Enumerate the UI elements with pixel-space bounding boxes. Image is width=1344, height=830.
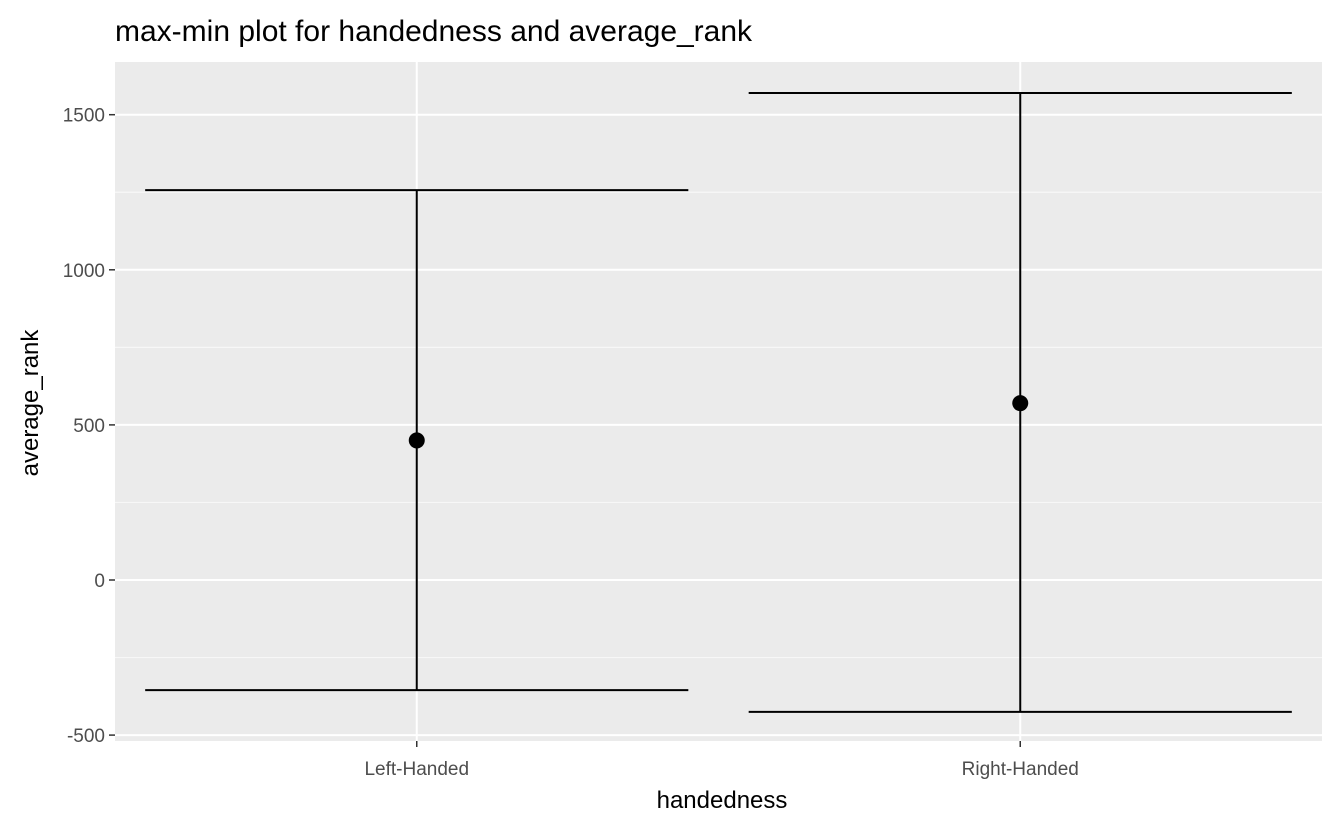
plot-panel (115, 62, 1322, 741)
error-bars (145, 91, 1292, 713)
x-axis: Left-Handed Right-Handed (364, 741, 1079, 780)
chart-title: max-min plot for handedness and average_… (115, 15, 753, 48)
y-axis: -500 0 500 1000 1500 (63, 106, 115, 747)
mean-point (408, 432, 425, 449)
x-tick-label: Right-Handed (962, 759, 1079, 780)
x-tick-label: Left-Handed (364, 759, 469, 780)
y-tick-label: 1000 (63, 261, 105, 282)
y-axis-title: average_rank (17, 329, 44, 477)
y-tick-label: 0 (94, 571, 105, 592)
y-tick-label: -500 (67, 726, 105, 747)
y-tick-label: 1500 (63, 106, 105, 127)
mean-point (1012, 395, 1029, 412)
x-axis-title: handedness (657, 787, 788, 814)
y-tick-label: 500 (73, 416, 105, 437)
